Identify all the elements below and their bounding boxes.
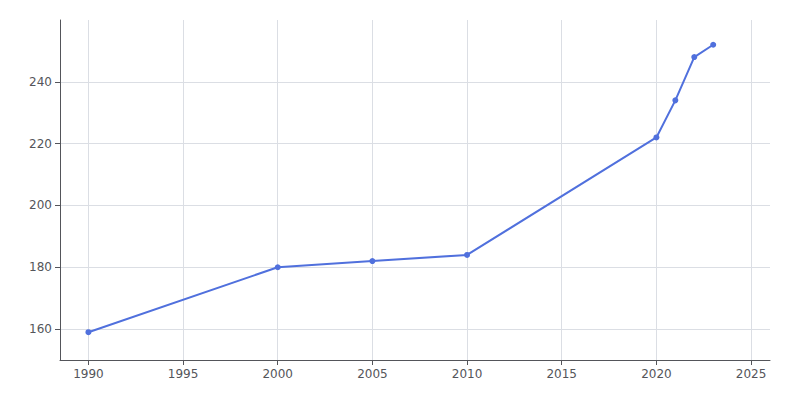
svg-text:240: 240	[29, 75, 52, 89]
svg-text:2025: 2025	[736, 367, 767, 381]
svg-text:200: 200	[29, 198, 52, 212]
svg-text:220: 220	[29, 137, 52, 151]
svg-text:180: 180	[29, 260, 52, 274]
svg-text:2010: 2010	[452, 367, 483, 381]
svg-text:2005: 2005	[357, 367, 388, 381]
svg-text:2000: 2000	[262, 367, 293, 381]
svg-text:2020: 2020	[641, 367, 672, 381]
svg-text:1995: 1995	[168, 367, 199, 381]
svg-text:1990: 1990	[73, 367, 104, 381]
svg-text:160: 160	[29, 322, 52, 336]
svg-text:2015: 2015	[546, 367, 577, 381]
